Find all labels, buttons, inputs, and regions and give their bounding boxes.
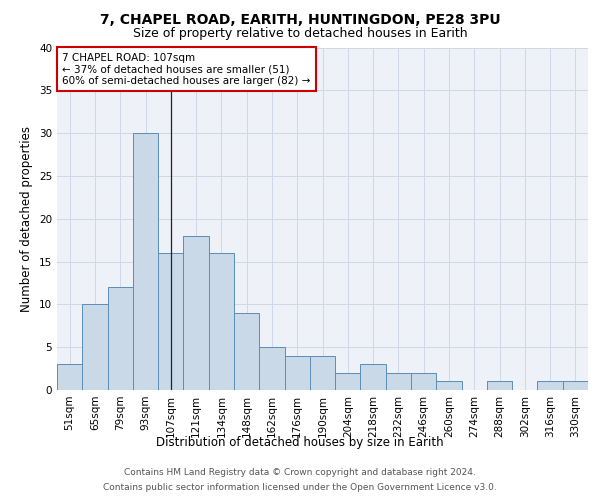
Text: Size of property relative to detached houses in Earith: Size of property relative to detached ho… — [133, 28, 467, 40]
Text: Distribution of detached houses by size in Earith: Distribution of detached houses by size … — [156, 436, 444, 449]
Bar — [107, 287, 133, 390]
Y-axis label: Number of detached properties: Number of detached properties — [20, 126, 34, 312]
Text: 7 CHAPEL ROAD: 107sqm
← 37% of detached houses are smaller (51)
60% of semi-deta: 7 CHAPEL ROAD: 107sqm ← 37% of detached … — [62, 52, 311, 86]
Bar — [209, 253, 234, 390]
Text: Contains HM Land Registry data © Crown copyright and database right 2024.: Contains HM Land Registry data © Crown c… — [124, 468, 476, 477]
Bar — [310, 356, 335, 390]
Bar — [436, 382, 461, 390]
Bar — [538, 382, 563, 390]
Bar — [284, 356, 310, 390]
Bar — [259, 347, 284, 390]
Bar — [234, 313, 259, 390]
Text: 7, CHAPEL ROAD, EARITH, HUNTINGDON, PE28 3PU: 7, CHAPEL ROAD, EARITH, HUNTINGDON, PE28… — [100, 12, 500, 26]
Bar — [487, 382, 512, 390]
Bar — [386, 373, 411, 390]
Text: Contains public sector information licensed under the Open Government Licence v3: Contains public sector information licen… — [103, 483, 497, 492]
Bar — [57, 364, 82, 390]
Bar — [335, 373, 361, 390]
Bar — [82, 304, 107, 390]
Bar — [184, 236, 209, 390]
Bar — [563, 382, 588, 390]
Bar — [411, 373, 436, 390]
Bar — [133, 133, 158, 390]
Bar — [158, 253, 184, 390]
Bar — [361, 364, 386, 390]
